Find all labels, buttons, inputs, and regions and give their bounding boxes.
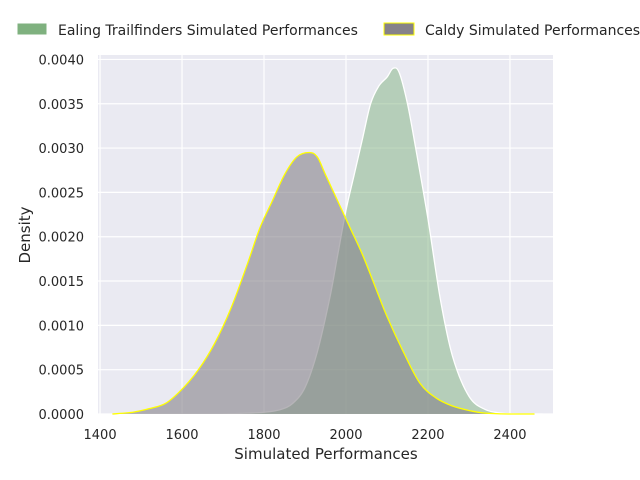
legend-label-ealing: Ealing Trailfinders Simulated Performanc… — [58, 23, 358, 39]
legend: Ealing Trailfinders Simulated Performanc… — [16, 22, 640, 39]
legend-swatch-ealing — [16, 22, 48, 36]
series-layer — [112, 67, 543, 415]
x-tick-label: 2400 — [493, 428, 526, 443]
x-tick-label: 1800 — [247, 428, 280, 443]
y-tick-label: 0.0040 — [39, 53, 85, 68]
x-axis-label: Simulated Performances — [234, 445, 418, 463]
y-tick-label: 0.0035 — [39, 98, 85, 113]
y-tick-label: 0.0020 — [39, 231, 85, 246]
density-line-series-1 — [112, 151, 535, 415]
x-tick-label: 2200 — [411, 428, 444, 443]
x-tick-label: 2000 — [329, 428, 362, 443]
x-tick-label: 1400 — [84, 428, 117, 443]
y-tick-label: 0.0015 — [39, 275, 85, 290]
x-ticks: 1400 1600 1800 2000 2200 2400 — [84, 428, 527, 443]
y-tick-label: 0.0030 — [39, 142, 85, 157]
x-tick-label: 1600 — [165, 428, 198, 443]
density-area-series-1 — [112, 152, 535, 414]
y-tick-label: 0.0005 — [39, 364, 85, 379]
legend-swatch-caldy — [383, 22, 415, 36]
y-tick-label: 0.0010 — [39, 319, 85, 334]
y-tick-label: 0.0025 — [39, 186, 85, 201]
legend-label-caldy: Caldy Simulated Performances — [425, 23, 640, 39]
y-tick-label: 0.0000 — [39, 408, 85, 423]
density-area-series-0 — [223, 67, 543, 414]
y-axis-label: Density — [16, 206, 34, 263]
y-ticks: 0.0000 0.0005 0.0010 0.0015 0.0020 0.0025 0.00… — [39, 53, 85, 423]
